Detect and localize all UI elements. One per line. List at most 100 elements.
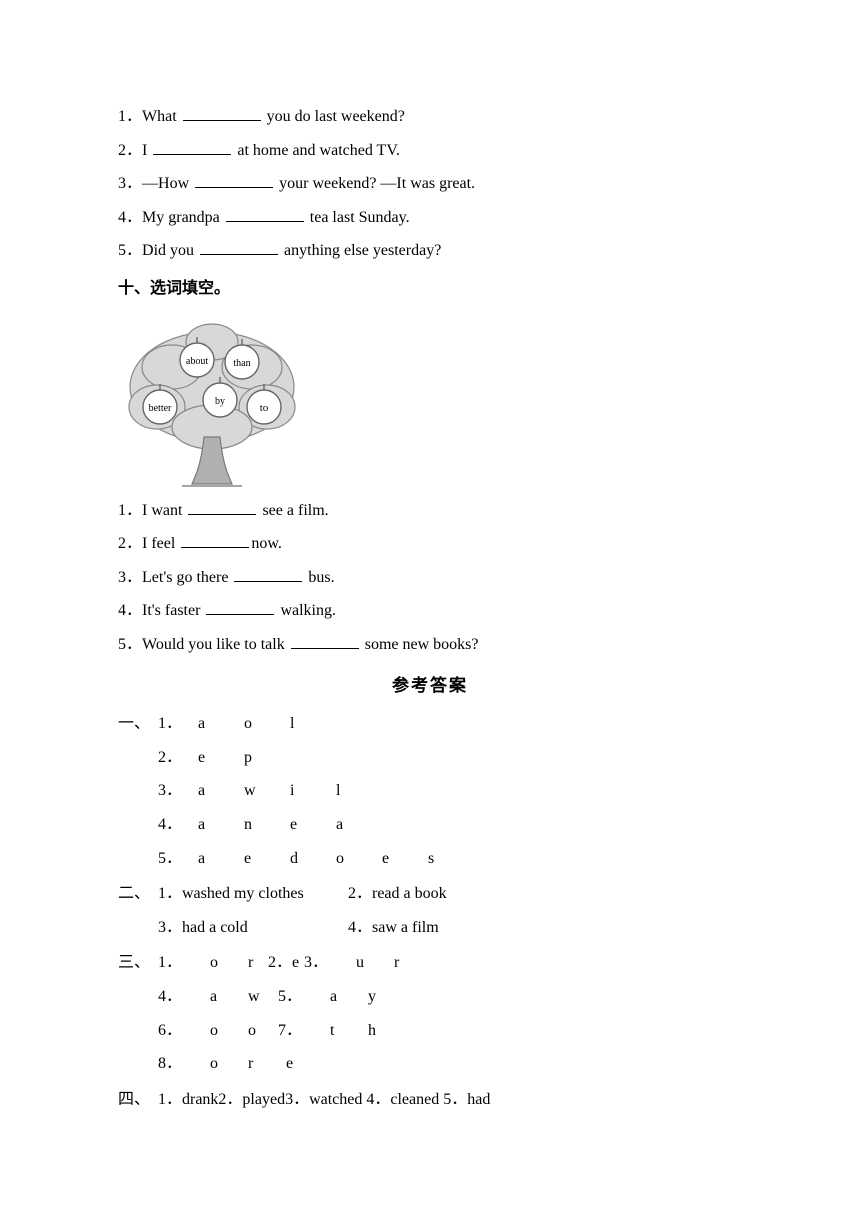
ans-num: 5． <box>278 980 302 1014</box>
ans-letter: t <box>330 1014 368 1048</box>
q-line: 3．—How your weekend? —It was great. <box>118 167 742 201</box>
ans-letter: a <box>210 980 248 1014</box>
ans-letter: e <box>382 842 428 876</box>
q-post: some new books? <box>361 636 479 653</box>
ans-letter: e <box>244 842 290 876</box>
q-pre: Let's go there <box>142 569 232 586</box>
q-pre: Did you <box>142 242 198 259</box>
q-post: you do last weekend? <box>263 108 405 125</box>
ans-letter: a <box>336 808 382 842</box>
ans-text: 2．read a book <box>348 885 447 902</box>
ans-letter: r <box>248 1047 286 1081</box>
q-post: see a film. <box>258 502 328 519</box>
q-pre: Would you like to talk <box>142 636 289 653</box>
tree-word: about <box>186 356 208 367</box>
ans-letter: e <box>198 741 244 775</box>
ans-letter: r <box>248 946 268 980</box>
q-pre: What <box>142 108 181 125</box>
ans-num: 3． <box>158 774 182 808</box>
blank <box>200 239 278 255</box>
ans-num: 5． <box>158 842 182 876</box>
ans-heading: 三、 <box>118 946 158 980</box>
tree-word: better <box>149 403 172 414</box>
ans-num: 1． <box>158 946 182 980</box>
ans-letter: a <box>198 707 244 741</box>
ans-letter: y <box>368 988 376 1005</box>
ans-text: 2．e <box>268 946 304 980</box>
answer-block: 三、1． or2．e3． ur 4． aw5． ay 6． oo7． th 8．… <box>118 946 742 1080</box>
ans-num: 6． <box>158 1014 182 1048</box>
tree-icon: about than by better to <box>112 312 312 490</box>
ans-num: 7． <box>278 1014 302 1048</box>
q-line: 3．Let's go there bus. <box>118 561 742 595</box>
ans-text: 1．drank2．played3．watched 4．cleaned 5．had <box>158 1091 490 1108</box>
ans-letter: n <box>244 808 290 842</box>
blank <box>226 206 304 222</box>
q-num: 1． <box>118 108 142 125</box>
ans-heading: 一、 <box>118 707 158 741</box>
q-post: your weekend? —It was great. <box>275 175 475 192</box>
ans-num: 2． <box>158 741 182 775</box>
ans-num: 1． <box>158 707 182 741</box>
q-num: 4． <box>118 209 142 226</box>
ans-letter: h <box>368 1022 376 1039</box>
q-post: bus. <box>304 569 334 586</box>
q-num: 1． <box>118 502 142 519</box>
ans-num: 3． <box>304 946 328 980</box>
tree-word: than <box>233 358 250 369</box>
q-line: 5．Would you like to talk some new books? <box>118 628 742 662</box>
answers-title: 参考答案 <box>118 668 742 704</box>
answer-block: 一、1． aol 2． ep 3． awil 4． anea 5． aedoes <box>118 707 742 875</box>
ans-letter: l <box>290 707 336 741</box>
ans-letter: a <box>330 980 368 1014</box>
ans-text: 1．washed my clothes <box>158 877 348 911</box>
q-line: 1．I want see a film. <box>118 494 742 528</box>
ans-letter: e <box>290 808 336 842</box>
ans-letter: a <box>198 774 244 808</box>
ans-letter: u <box>356 946 394 980</box>
q-post: now. <box>251 535 282 552</box>
ans-letter: s <box>428 842 474 876</box>
q-pre: I feel <box>142 535 179 552</box>
q-num: 3． <box>118 175 142 192</box>
ans-num: 4． <box>158 980 182 1014</box>
blank <box>188 499 256 515</box>
q-num: 2． <box>118 535 142 552</box>
q-line: 2．I at home and watched TV. <box>118 134 742 168</box>
blank <box>291 633 359 649</box>
q-num: 2． <box>118 142 142 159</box>
section-heading: 十、选词填空。 <box>118 272 742 306</box>
ans-letter: l <box>336 774 382 808</box>
ans-letter: a <box>198 842 244 876</box>
q-post: tea last Sunday. <box>306 209 410 226</box>
blank <box>183 105 261 121</box>
q-pre: It's faster <box>142 602 204 619</box>
q-post: at home and watched TV. <box>233 142 399 159</box>
ans-letter: a <box>198 808 244 842</box>
ans-letter: o <box>210 1047 248 1081</box>
ans-letter: o <box>336 842 382 876</box>
blank <box>181 532 249 548</box>
q-num: 5． <box>118 242 142 259</box>
tree-word: by <box>215 396 225 407</box>
ans-letter: o <box>248 1014 278 1048</box>
q-num: 4． <box>118 602 142 619</box>
ans-letter: w <box>248 980 278 1014</box>
ans-heading: 四、 <box>118 1083 158 1117</box>
ans-num: 4． <box>158 808 182 842</box>
q-line: 4．It's faster walking. <box>118 594 742 628</box>
word-tree-image: about than by better to <box>112 312 312 490</box>
ans-text: 4．saw a film <box>348 919 439 936</box>
blank <box>153 139 231 155</box>
q-pre: I <box>142 142 151 159</box>
q-pre: I want <box>142 502 186 519</box>
ans-letter: w <box>244 774 290 808</box>
ans-letter: o <box>210 946 248 980</box>
ans-heading: 二、 <box>118 877 158 911</box>
ans-letter: r <box>394 954 399 971</box>
q-line: 4．My grandpa tea last Sunday. <box>118 201 742 235</box>
ans-letter: p <box>244 741 290 775</box>
q-pre: My grandpa <box>142 209 224 226</box>
q-num: 3． <box>118 569 142 586</box>
q-line: 5．Did you anything else yesterday? <box>118 234 742 268</box>
